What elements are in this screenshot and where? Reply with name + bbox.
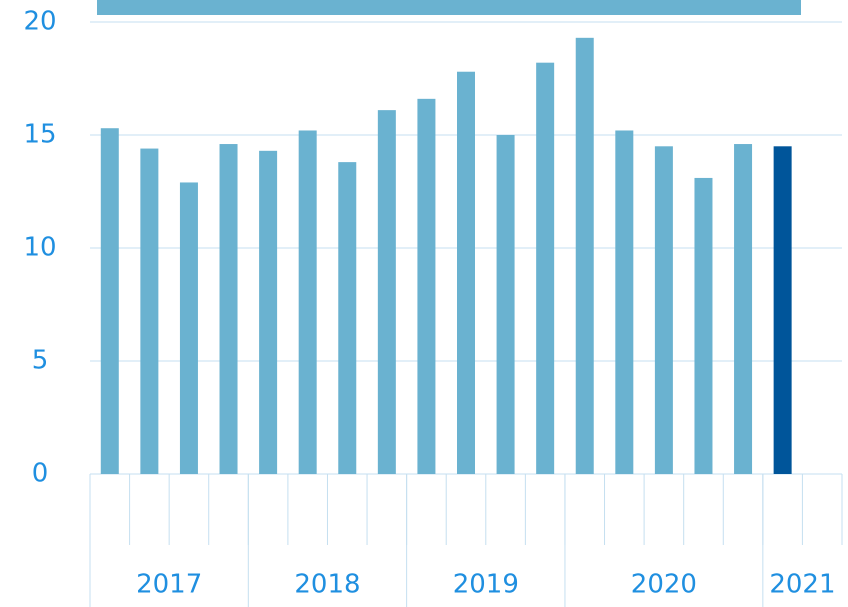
bar — [100, 128, 119, 474]
x-group-label: 2021 — [769, 570, 835, 600]
y-tick-label: 0 — [32, 459, 49, 489]
y-tick-label: 5 — [32, 346, 49, 376]
bar — [179, 182, 198, 474]
bar — [496, 135, 515, 474]
y-tick-label: 20 — [23, 7, 56, 37]
bar — [694, 177, 713, 474]
bar — [773, 146, 792, 475]
bar — [259, 150, 278, 474]
title-banner — [97, 0, 801, 15]
bar — [417, 98, 436, 474]
x-group-label: 2020 — [631, 570, 697, 600]
bar — [338, 162, 357, 474]
y-tick-label: 15 — [23, 120, 56, 150]
bar — [734, 144, 753, 475]
x-group-label: 2019 — [453, 570, 519, 600]
y-tick-label: 10 — [23, 233, 56, 263]
bar — [298, 130, 317, 475]
bar — [457, 71, 475, 474]
bar — [575, 37, 594, 474]
bar — [377, 110, 396, 474]
bar — [654, 146, 673, 475]
bar — [219, 144, 238, 475]
bar — [536, 62, 555, 475]
x-group-label: 2018 — [294, 570, 360, 600]
x-group-label: 2017 — [136, 570, 202, 600]
bar — [140, 148, 159, 474]
bar — [615, 130, 634, 475]
